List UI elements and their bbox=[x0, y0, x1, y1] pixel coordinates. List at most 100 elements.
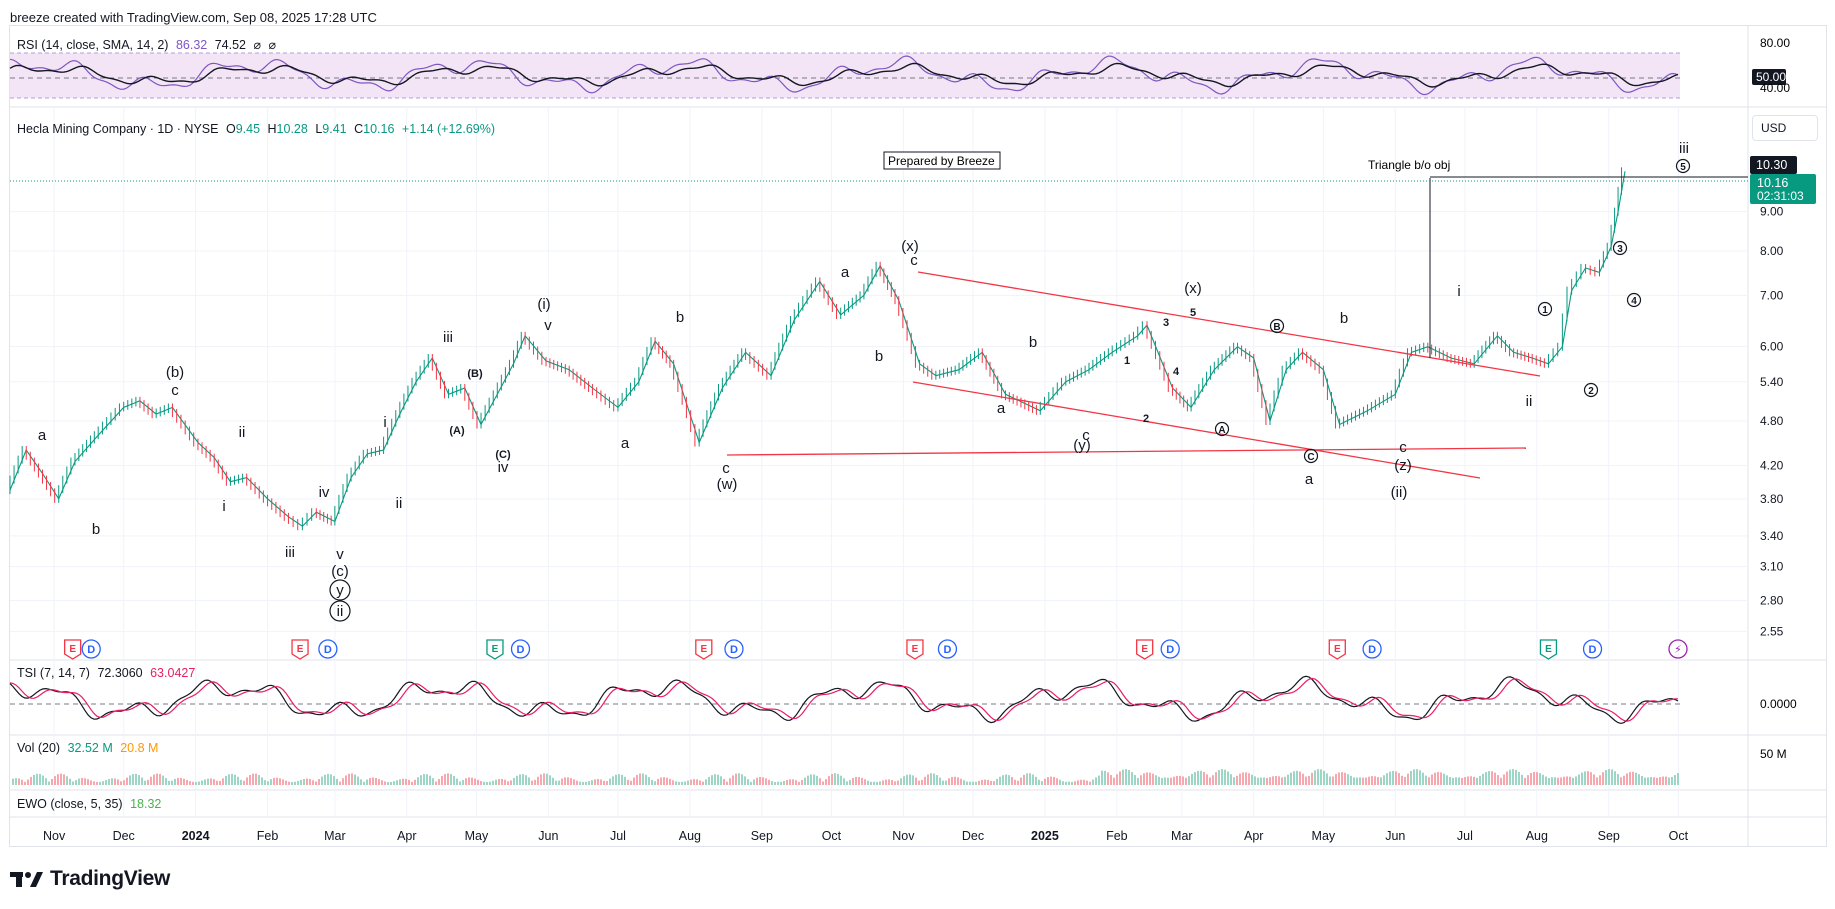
volume-bar bbox=[1611, 769, 1613, 785]
volume-bar bbox=[42, 775, 44, 785]
volume-bar bbox=[861, 777, 863, 785]
volume-bar bbox=[927, 774, 929, 785]
volume-bar bbox=[699, 780, 701, 785]
wave-label: iv bbox=[319, 484, 330, 501]
volume-bar bbox=[1185, 777, 1187, 785]
wave-label: (B) bbox=[467, 368, 483, 380]
earnings-marker-icon[interactable] bbox=[64, 639, 82, 660]
volume-bar bbox=[1635, 772, 1637, 785]
dividend-marker-icon[interactable] bbox=[81, 639, 101, 659]
symbol-title: Hecla Mining Company · 1D · NYSE bbox=[17, 122, 219, 136]
dividend-marker-icon[interactable] bbox=[724, 639, 744, 659]
currency-button[interactable]: USD bbox=[1752, 115, 1818, 141]
volume-bar bbox=[492, 780, 494, 785]
volume-bar bbox=[1104, 770, 1106, 785]
time-axis: Nov Dec 2024 Feb Mar Apr May Jun Jul Aug Sep Oct Nov… bbox=[43, 829, 1689, 843]
volume-bar bbox=[687, 780, 689, 785]
volume-bar bbox=[126, 777, 128, 785]
volume-bar bbox=[1308, 776, 1310, 785]
dividend-marker-icon[interactable] bbox=[1160, 639, 1180, 659]
volume-bar bbox=[144, 780, 146, 785]
time-tick-label: Mar bbox=[324, 829, 346, 843]
earnings-marker-letter: E bbox=[297, 644, 304, 655]
volume-bar bbox=[462, 780, 464, 785]
volume-bar bbox=[978, 780, 980, 785]
volume-bar bbox=[1047, 777, 1049, 785]
volume-bar bbox=[102, 781, 104, 785]
volume-bar bbox=[504, 779, 506, 785]
dividend-marker-icon[interactable] bbox=[937, 639, 958, 659]
wave-label: i bbox=[222, 498, 225, 515]
wave-label: iii bbox=[1679, 140, 1689, 157]
time-tick-label: Mar bbox=[1171, 829, 1193, 843]
dividend-marker-icon[interactable] bbox=[1582, 639, 1603, 659]
dividend-marker-icon[interactable] bbox=[318, 639, 338, 659]
volume-bar bbox=[129, 775, 131, 785]
dividend-marker-icon[interactable] bbox=[510, 639, 531, 659]
volume-bar bbox=[441, 776, 443, 785]
volume-bar bbox=[1095, 777, 1097, 785]
volume-bar bbox=[783, 780, 785, 785]
tradingview-logo-text: TradingView bbox=[50, 867, 171, 890]
rsi-legend[interactable]: RSI (14, close, SMA, 14, 2) 86.32 74.52 … bbox=[17, 37, 280, 52]
earnings-marker-icon[interactable] bbox=[291, 639, 309, 660]
symbol-legend[interactable]: Hecla Mining Company · 1D · NYSE O9.45 H… bbox=[17, 122, 499, 136]
volume-bar bbox=[804, 777, 806, 785]
volume-bar bbox=[1080, 779, 1082, 785]
volume-bar bbox=[723, 778, 725, 785]
time-tick-label: Feb bbox=[257, 829, 279, 843]
volume-bar bbox=[1530, 772, 1532, 785]
earnings-marker-icon[interactable] bbox=[486, 639, 504, 660]
volume-bar bbox=[840, 775, 842, 785]
earnings-marker-icon[interactable] bbox=[695, 639, 713, 660]
volume-bar bbox=[1176, 776, 1178, 785]
time-tick-label: Apr bbox=[1244, 829, 1263, 843]
earnings-marker-icon[interactable] bbox=[1136, 639, 1154, 660]
wave-label: (y) bbox=[1073, 437, 1091, 454]
split-event-icon[interactable] bbox=[1668, 639, 1688, 659]
wave-label: (A) bbox=[449, 425, 465, 437]
tradingview-logo[interactable]: TradingView bbox=[10, 867, 170, 891]
volume-bar bbox=[1209, 777, 1211, 785]
volume-bar bbox=[639, 773, 641, 785]
wave-label: 5 bbox=[1680, 162, 1686, 173]
volume-bar bbox=[453, 775, 455, 785]
volume-bar bbox=[1035, 776, 1037, 785]
volume-bar bbox=[444, 774, 446, 785]
earnings-marker-icon[interactable] bbox=[1539, 639, 1558, 660]
volume-bar bbox=[969, 781, 971, 785]
volume-bar bbox=[99, 781, 101, 785]
dividend-marker-icon[interactable] bbox=[1362, 639, 1382, 659]
price-tick-label: 3.80 bbox=[1760, 492, 1784, 506]
volume-bar bbox=[1218, 769, 1220, 785]
tsi-legend[interactable]: TSI (7, 14, 7) 72.3060 63.0427 bbox=[17, 666, 199, 680]
volume-bar bbox=[1461, 777, 1463, 785]
wave-label: 4 bbox=[1631, 296, 1637, 307]
volume-bar bbox=[264, 780, 266, 785]
time-tick-label: Nov bbox=[43, 829, 66, 843]
volume-bar bbox=[474, 778, 476, 785]
volume-bar bbox=[1539, 773, 1541, 785]
dividend-marker-letter: D bbox=[730, 644, 738, 656]
volume-bar bbox=[513, 777, 515, 785]
volume-bar bbox=[999, 776, 1001, 785]
volume-bar bbox=[393, 781, 395, 785]
earnings-marker-icon[interactable] bbox=[906, 639, 924, 660]
earnings-marker-letter: E bbox=[1334, 644, 1341, 655]
volume-bar bbox=[993, 781, 995, 785]
volume-bar bbox=[660, 777, 662, 785]
earnings-marker-icon[interactable] bbox=[1328, 639, 1346, 660]
volume-bar bbox=[300, 779, 302, 785]
ewo-legend[interactable]: EWO (close, 5, 35) 18.32 bbox=[17, 797, 165, 811]
volume-bar bbox=[471, 777, 473, 785]
volume-bar bbox=[231, 773, 233, 785]
volume-bar bbox=[786, 780, 788, 785]
volume-bar bbox=[1344, 772, 1346, 785]
volume-bar bbox=[12, 778, 14, 785]
volume-bar bbox=[576, 780, 578, 785]
high-value: 10.28 bbox=[276, 122, 308, 136]
vol-legend[interactable]: Vol (20) 32.52 M 20.8 M bbox=[17, 741, 162, 755]
wave-label: 3 bbox=[1163, 317, 1169, 329]
time-tick-label: 2025 bbox=[1031, 829, 1059, 843]
